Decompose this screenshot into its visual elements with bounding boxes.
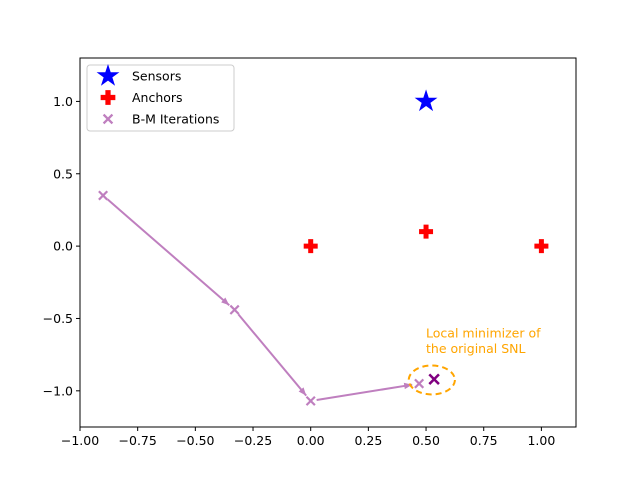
iteration-arrow-shaft xyxy=(237,313,307,397)
legend: Sensors Anchors B-M Iterations xyxy=(86,64,235,132)
x-tick-label: −1.00 xyxy=(61,433,99,448)
x-tick-label: 1.00 xyxy=(527,433,555,448)
x-tick-label: 0.75 xyxy=(470,433,498,448)
iteration-arrow-head xyxy=(221,297,230,306)
legend-anchors-icon xyxy=(100,90,116,105)
legend-box xyxy=(86,64,235,132)
minimizer-circle xyxy=(407,364,456,396)
iteration-arrow-shaft xyxy=(316,383,413,401)
legend-entry-b-m-iterations: B-M Iterations xyxy=(102,112,219,127)
minimizer-marker xyxy=(428,373,440,385)
plot-area: Local minimizer of the original SNL xyxy=(98,89,549,406)
legend-sensors-label: Sensors xyxy=(132,69,181,84)
x-tick-label: 0.25 xyxy=(354,433,382,448)
anchors-marker xyxy=(303,239,318,254)
legend-anchors-label: Anchors xyxy=(132,90,183,105)
anchors-marker xyxy=(534,239,549,254)
x-tick-label: 0.00 xyxy=(297,433,325,448)
y-tick-label: 0.5 xyxy=(53,166,73,181)
iteration-arrow xyxy=(237,313,307,397)
legend-entry-sensors: Sensors xyxy=(96,64,181,86)
b-m-iterations-marker xyxy=(98,190,109,201)
y-tick-label: −1.0 xyxy=(43,383,73,398)
iteration-arrow-head xyxy=(298,387,307,396)
iteration-arrow-shaft xyxy=(106,198,230,306)
legend-entry-anchors: Anchors xyxy=(100,90,183,105)
y-tick-label: 1.0 xyxy=(53,94,73,109)
legend-b-m-iterations-icon xyxy=(102,113,114,125)
legend-sensors-icon xyxy=(96,64,120,86)
anchors-marker xyxy=(419,224,434,239)
iteration-arrow xyxy=(106,198,230,306)
x-tick-label: −0.75 xyxy=(119,433,157,448)
sensors-marker xyxy=(414,89,438,112)
b-m-iterations-marker xyxy=(414,378,425,389)
legend-b-m-iterations-label: B-M Iterations xyxy=(132,112,219,127)
x-tick-label: 0.50 xyxy=(412,433,440,448)
axes: −1.00 −0.75 −0.50 −0.25 0.00 0.25 0.50 0.75 1.00… xyxy=(43,57,577,448)
y-tick-label: −0.5 xyxy=(43,311,73,326)
y-tick-label: 0.0 xyxy=(53,239,73,254)
annotation-text: Local minimizer of the original SNL xyxy=(426,325,541,356)
b-m-iterations-marker xyxy=(305,395,316,406)
annotation-line: Local minimizer of xyxy=(426,325,541,340)
x-tick-label: −0.50 xyxy=(176,433,214,448)
annotation-line: the original SNL xyxy=(426,341,525,356)
b-m-iterations-marker xyxy=(229,304,240,315)
axes-frame xyxy=(79,57,577,428)
x-tick-label: −0.25 xyxy=(234,433,272,448)
